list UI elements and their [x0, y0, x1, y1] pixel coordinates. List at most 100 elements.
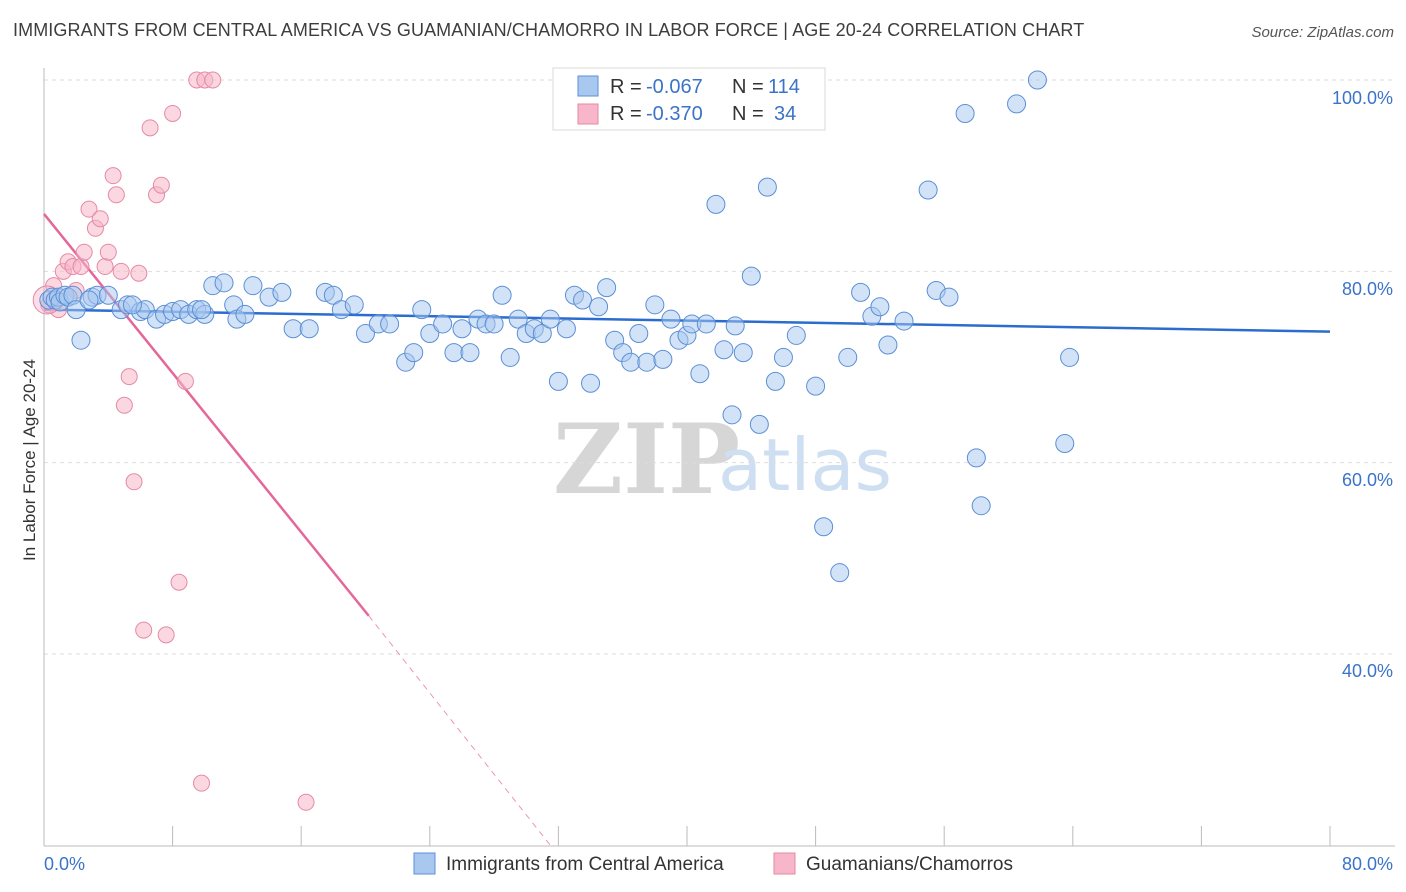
point-guamanian — [125, 473, 143, 491]
point-guamanian — [297, 793, 315, 811]
point-guamanian — [80, 200, 98, 218]
point-central-america — [540, 309, 560, 329]
chart-title: IMMIGRANTS FROM CENTRAL AMERICA VS GUAMA… — [13, 20, 1085, 40]
point-guamanian — [130, 264, 148, 282]
series-legend: Immigrants from Central America Guamania… — [413, 852, 1013, 875]
point-central-america — [79, 290, 99, 310]
point-central-america — [71, 330, 91, 350]
point-central-america — [955, 103, 975, 123]
x-tick-label-min: 0.0% — [44, 854, 85, 874]
point-guamanian — [115, 396, 133, 414]
point-guamanian — [170, 573, 188, 591]
point-central-america — [1060, 347, 1080, 367]
point-central-america — [433, 314, 453, 334]
point-central-america — [838, 347, 858, 367]
point-central-america — [356, 324, 375, 344]
point-guamanian — [72, 258, 90, 276]
point-central-america — [714, 340, 734, 360]
point-central-america — [733, 343, 753, 363]
point-central-america — [492, 285, 512, 305]
point-central-america — [581, 373, 601, 393]
point-central-america — [283, 319, 303, 339]
point-central-america — [299, 319, 319, 339]
legend-swatch-pink — [577, 103, 599, 125]
series-central-america-points — [39, 70, 1080, 583]
point-central-america — [214, 273, 234, 293]
point-central-america — [629, 324, 649, 344]
point-central-america — [806, 376, 826, 396]
point-central-america — [722, 405, 742, 425]
legend-n-label-pink: N = — [732, 103, 764, 125]
legend-n-value-pink: 34 — [774, 103, 796, 125]
point-central-america — [444, 343, 464, 363]
point-guamanian — [152, 176, 170, 194]
point-central-america — [939, 287, 959, 307]
point-guamanian — [112, 262, 130, 280]
watermark-zip: ZIP — [553, 403, 740, 516]
point-central-america — [725, 316, 745, 336]
point-guamanian — [91, 210, 109, 228]
point-central-america — [814, 517, 834, 537]
point-central-america — [573, 290, 593, 310]
grid-lines — [44, 79, 1395, 655]
legend-n-label-blue: N = — [732, 76, 764, 98]
point-guamanian — [176, 372, 194, 390]
legend-n-value-blue: 114 — [768, 76, 800, 98]
point-central-america — [548, 371, 568, 391]
point-central-america — [690, 364, 710, 384]
correlation-legend: R = -0.067 N = 114 R = -0.370 N = 34 — [552, 67, 826, 131]
point-central-america — [484, 314, 504, 334]
point-central-america — [344, 295, 364, 315]
point-central-america — [380, 314, 400, 334]
point-central-america — [500, 347, 520, 367]
point-guamanian — [75, 243, 93, 261]
y-tick-label-40: 40.0% — [1342, 661, 1393, 681]
bottom-legend-label-blue: Immigrants from Central America — [446, 854, 724, 875]
point-central-america — [621, 352, 641, 372]
point-central-america — [786, 325, 806, 345]
watermark-atlas: atlas — [718, 423, 892, 507]
y-axis-label: In Labor Force | Age 20-24 — [20, 359, 39, 561]
point-central-america — [765, 371, 785, 391]
trend-line-guamanian — [43, 213, 370, 617]
point-central-america — [508, 309, 528, 329]
point-guamanian — [99, 243, 117, 261]
point-central-america — [661, 309, 681, 329]
point-central-america — [757, 177, 777, 197]
point-central-america — [404, 343, 424, 363]
point-central-america — [243, 276, 263, 296]
point-central-america — [597, 278, 617, 298]
point-guamanian — [135, 621, 153, 639]
source-credit: Source: ZipAtlas.com — [1251, 24, 1394, 41]
point-central-america — [556, 319, 576, 339]
point-guamanian — [164, 104, 182, 122]
trend-line-guamanian-extension — [368, 615, 551, 846]
point-central-america — [98, 285, 118, 305]
point-central-america — [1055, 434, 1075, 454]
axes — [43, 68, 1395, 847]
y-tick-label-80: 80.0% — [1342, 279, 1393, 299]
point-central-america — [323, 285, 343, 305]
point-guamanian — [104, 167, 122, 185]
point-guamanian — [193, 774, 211, 792]
point-central-america — [452, 319, 472, 339]
point-central-america — [830, 563, 850, 583]
bottom-legend-swatch-pink — [773, 852, 796, 875]
point-guamanian — [107, 186, 125, 204]
point-central-america — [637, 352, 657, 372]
point-central-america — [532, 324, 552, 344]
y-tick-label-60: 60.0% — [1342, 470, 1393, 490]
legend-r-label-pink: R = — [610, 103, 642, 125]
point-central-america — [272, 282, 292, 302]
point-guamanian — [141, 119, 159, 137]
point-central-america — [122, 295, 142, 315]
point-central-america — [706, 194, 726, 214]
point-central-america — [870, 297, 890, 317]
series-guamanian-points — [32, 71, 315, 811]
point-central-america — [420, 324, 440, 344]
point-central-america — [696, 314, 716, 334]
point-guamanian — [157, 626, 175, 644]
point-central-america — [645, 295, 665, 315]
point-central-america — [749, 414, 769, 434]
